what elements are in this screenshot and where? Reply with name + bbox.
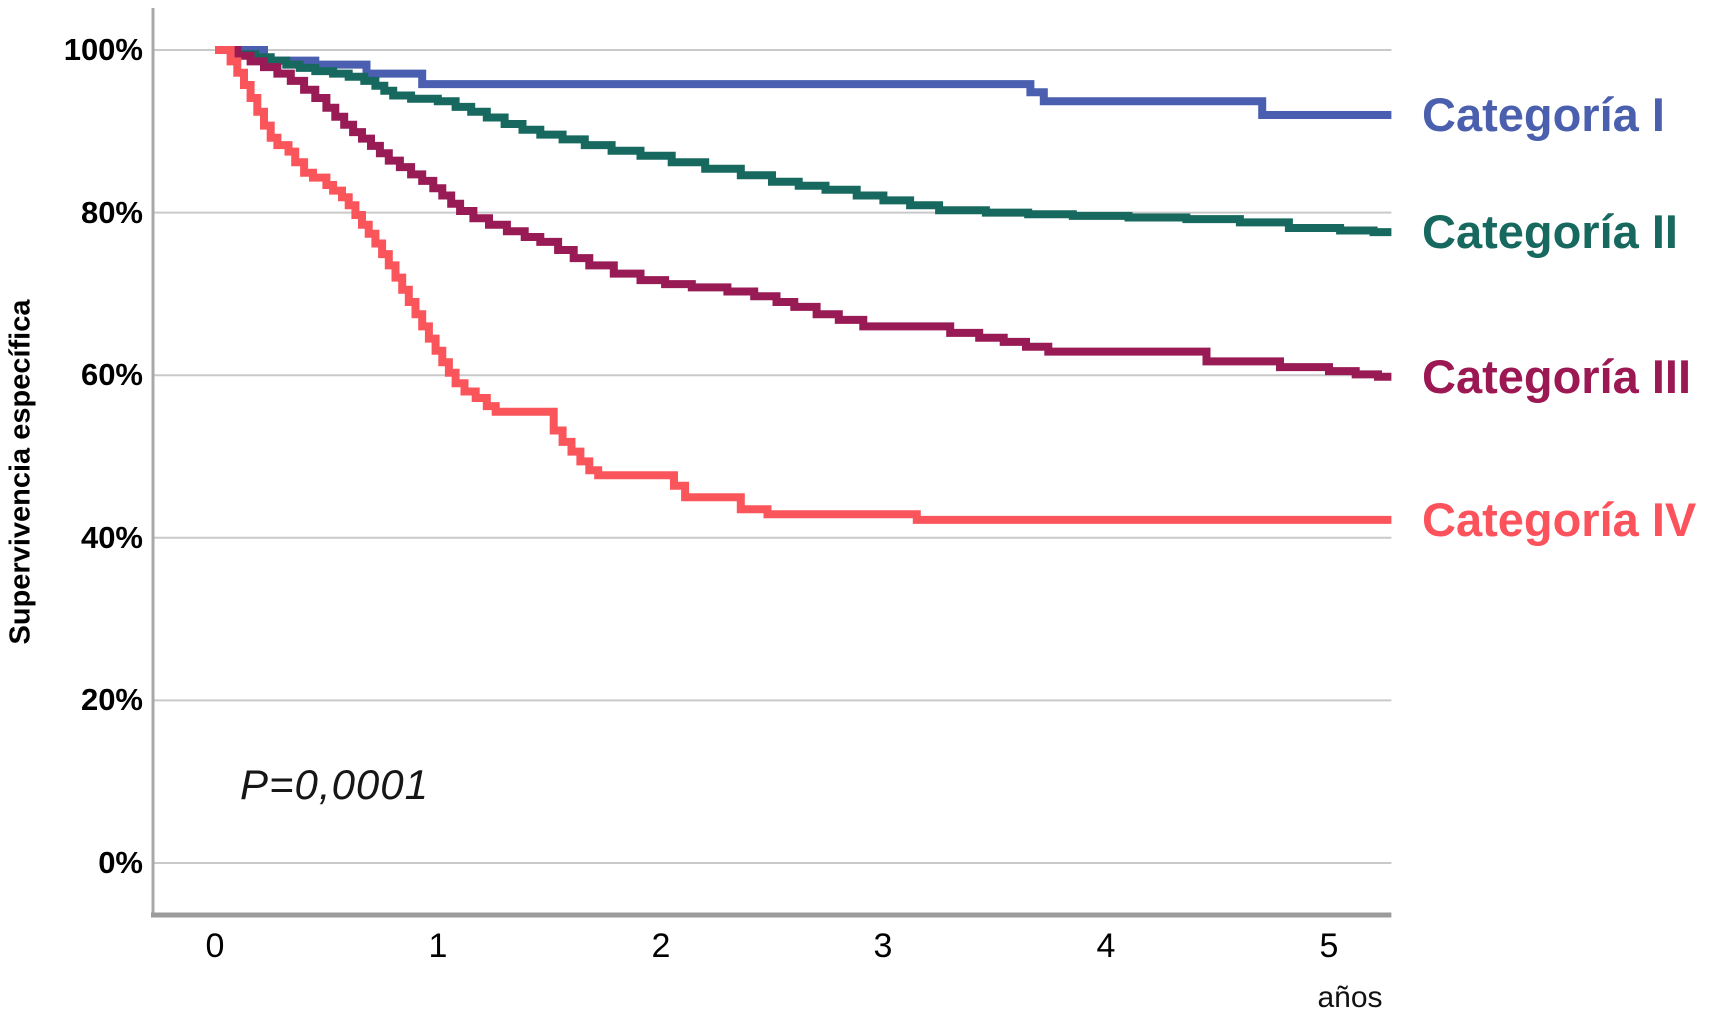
legend-label-categoria-ii: Categoría II	[1422, 205, 1678, 258]
y-axis-title: Supervivencia específica	[4, 299, 37, 645]
x-tick-label-3: 3	[873, 927, 893, 965]
legend-label-categoria-iv: Categoría IV	[1422, 493, 1697, 546]
curve-categoria-ii	[215, 46, 1392, 237]
y-tick-label-20: 20%	[80, 682, 143, 717]
x-axis-unit-label: años	[1317, 981, 1383, 1014]
y-tick-label-0: 0%	[98, 845, 143, 880]
curve-categoria-i	[215, 46, 1392, 119]
x-tick-label-5: 5	[1319, 927, 1339, 965]
legend-label-categoria-iii: Categoría III	[1422, 350, 1692, 403]
y-tick-label-40: 40%	[80, 520, 143, 555]
x-tick-label-4: 4	[1096, 927, 1116, 965]
y-tick-label-60: 60%	[80, 357, 143, 392]
x-tick-label-2: 2	[651, 927, 671, 965]
y-tick-label-80: 80%	[80, 195, 143, 230]
p-value-annotation: P=0,0001	[240, 761, 430, 808]
curve-categoria-iii	[215, 46, 1392, 381]
y-tick-label-100: 100%	[63, 32, 143, 67]
legend-label-categoria-i: Categoría I	[1422, 88, 1665, 141]
curve-categoria-iv	[215, 46, 1392, 524]
x-tick-label-1: 1	[428, 927, 448, 965]
x-tick-label-0: 0	[205, 927, 225, 965]
